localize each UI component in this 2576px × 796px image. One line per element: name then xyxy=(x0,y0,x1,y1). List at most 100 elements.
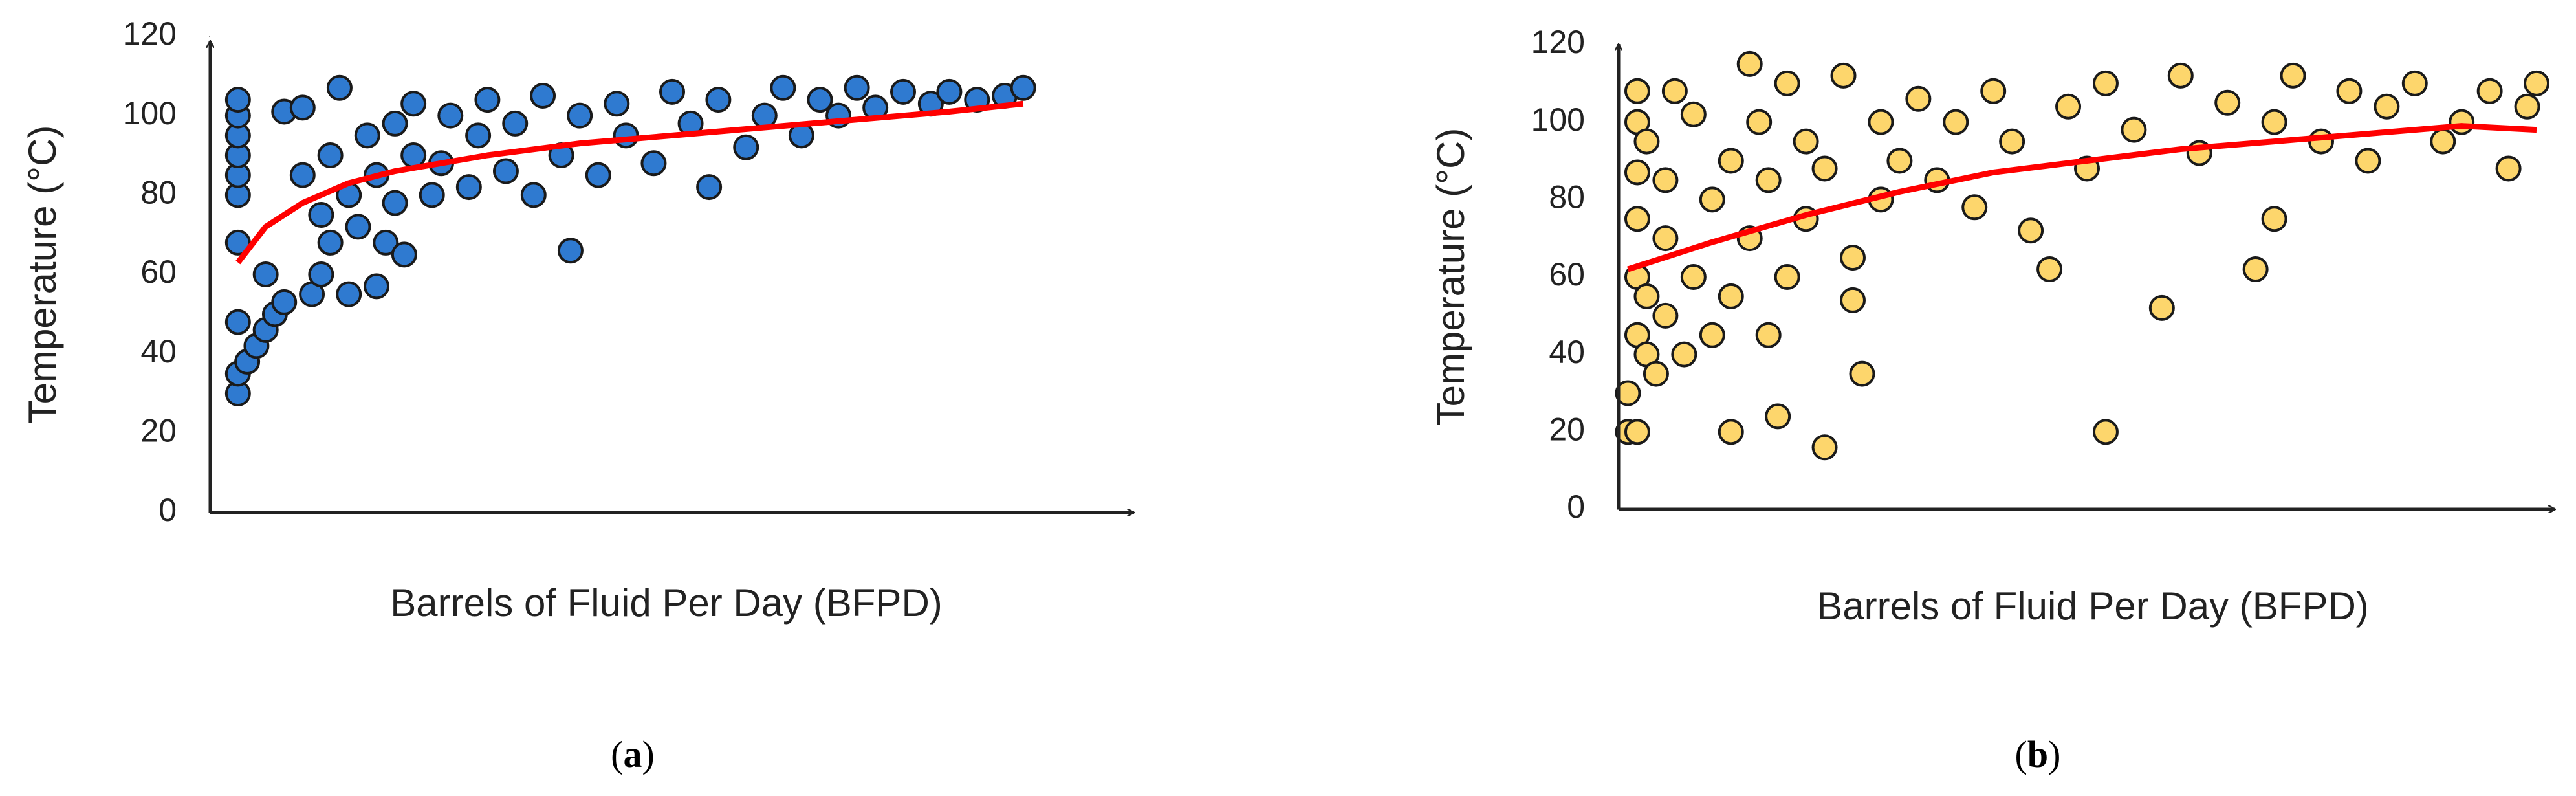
scatter-point xyxy=(1811,434,1838,461)
scatter-point xyxy=(2476,78,2503,104)
scatter-point xyxy=(770,74,796,101)
x-axis-label: Barrels of Fluid Per Day (BFPD) xyxy=(390,581,943,625)
scatter-point xyxy=(1793,128,1819,155)
trend-line xyxy=(235,100,1024,265)
scatter-point xyxy=(474,87,501,113)
scatter-point xyxy=(585,162,611,188)
scatter-point xyxy=(271,289,298,315)
scatter-point xyxy=(289,162,316,188)
scatter-point xyxy=(2018,217,2044,244)
scatter-point xyxy=(2355,148,2381,174)
scatter-point xyxy=(1652,225,1679,252)
scatter-point xyxy=(2261,206,2287,232)
y-tick-label: 0 xyxy=(1567,489,1585,525)
scatter-point xyxy=(1010,74,1036,101)
scatter-point xyxy=(1868,109,1894,135)
caption-part: ( xyxy=(611,733,623,775)
scatter-point xyxy=(492,158,519,184)
scatter-point xyxy=(2214,89,2241,116)
scatter-point xyxy=(1624,78,1650,104)
y-tick-label: 100 xyxy=(123,95,177,131)
scatter-point xyxy=(936,78,963,105)
y-axis-label: Temperature (°C) xyxy=(1429,128,1472,426)
scatter-point xyxy=(1736,50,1763,77)
scatter-point xyxy=(2148,294,2175,321)
scatter-point xyxy=(567,102,593,129)
scatter-point xyxy=(530,83,556,109)
scatter-point xyxy=(807,87,833,113)
scatter-point xyxy=(252,261,279,287)
scatter-point xyxy=(1840,245,1866,271)
y-tick-label: 80 xyxy=(1549,179,1585,216)
scatter-point xyxy=(326,74,353,101)
scatter-point xyxy=(696,174,723,201)
scatter-point xyxy=(1652,167,1679,193)
scatter-point xyxy=(2242,256,2269,283)
scatter-point xyxy=(354,122,380,149)
scatter-point xyxy=(640,150,667,177)
scatter-point xyxy=(1661,78,1688,104)
scatter-point xyxy=(317,142,344,168)
scatter-point xyxy=(1811,155,1838,182)
scatter-point xyxy=(733,134,759,160)
scatter-point xyxy=(2449,109,2475,135)
scatter-point xyxy=(1774,264,1800,290)
scatter-point xyxy=(1746,109,1773,135)
scatter-point xyxy=(705,87,732,113)
scatter-point xyxy=(400,142,427,168)
scatter-point xyxy=(1652,302,1679,329)
scatter-point xyxy=(1718,419,1744,445)
scatter-point xyxy=(1718,148,1744,174)
scatter-point xyxy=(1680,264,1707,290)
scatter-point xyxy=(1830,62,1857,89)
scatter-point xyxy=(1980,78,2007,104)
scatter-point xyxy=(1699,186,1725,213)
scatter-point xyxy=(2092,419,2119,445)
scatter-point xyxy=(1755,167,1782,193)
scatter-point xyxy=(1840,287,1866,313)
scatter-point xyxy=(364,273,390,300)
y-axis-label: Temperature (°C) xyxy=(21,126,64,424)
scatter-point xyxy=(289,94,316,121)
scatter-point xyxy=(1943,109,1969,135)
x-axis-label: Barrels of Fluid Per Day (BFPD) xyxy=(1817,584,2369,628)
y-tick-label: 120 xyxy=(123,16,177,52)
y-tick-label: 40 xyxy=(1549,334,1585,370)
scatter-point xyxy=(345,214,371,240)
scatter-point xyxy=(1849,360,1875,387)
scatter-point xyxy=(419,182,445,208)
scatter-point xyxy=(1643,360,1669,387)
scatter-point xyxy=(465,122,492,149)
scatter-point xyxy=(1671,341,1697,368)
scatter-point xyxy=(502,110,529,137)
scatter-point xyxy=(1905,85,1932,112)
scatter-point xyxy=(1624,159,1650,186)
scatter-point xyxy=(1765,403,1791,430)
caption: (a) xyxy=(611,733,655,775)
scatter-point xyxy=(1999,128,2025,155)
scatter-point xyxy=(2401,70,2428,96)
scatter-point xyxy=(1961,194,1988,221)
y-tick-label: 60 xyxy=(140,254,177,290)
scatter-point xyxy=(1718,283,1744,309)
scatter-point xyxy=(1633,128,1660,155)
scatter-point xyxy=(2514,93,2540,120)
scatter-point xyxy=(2430,128,2456,155)
scatter-point xyxy=(1680,101,1707,127)
scatter-point xyxy=(224,309,251,335)
y-tick-label: 40 xyxy=(140,333,177,370)
scatter-point xyxy=(1633,283,1660,309)
scatter-point xyxy=(2374,93,2400,120)
scatter-point xyxy=(1774,70,1800,96)
y-tick-label: 100 xyxy=(1531,102,1585,138)
scatter-point xyxy=(382,190,408,216)
scatter-point xyxy=(437,102,464,129)
scatter-point xyxy=(2036,256,2063,283)
scatter-point xyxy=(557,238,584,264)
scatter-point xyxy=(2280,62,2306,89)
scatter-point xyxy=(317,229,344,256)
scatter-point xyxy=(308,202,334,228)
scatter-point xyxy=(844,74,870,101)
